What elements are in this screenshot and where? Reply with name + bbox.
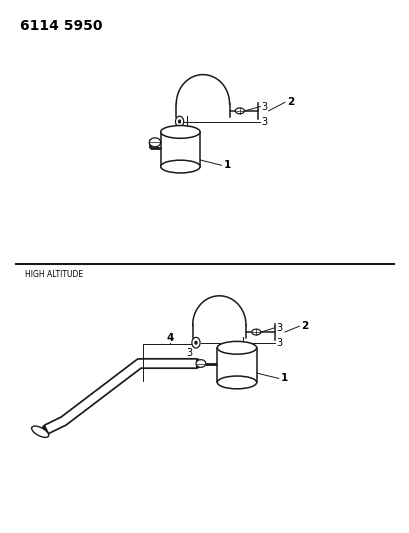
- Ellipse shape: [196, 360, 205, 367]
- Text: 3: 3: [275, 338, 281, 348]
- Text: 3: 3: [261, 102, 267, 111]
- Text: 1: 1: [223, 160, 230, 170]
- Text: 3: 3: [275, 323, 281, 333]
- Text: 4: 4: [166, 334, 173, 343]
- Text: 3: 3: [261, 117, 267, 126]
- Ellipse shape: [217, 376, 256, 389]
- Ellipse shape: [235, 108, 244, 114]
- Text: 6114 5950: 6114 5950: [20, 19, 103, 33]
- Text: 1: 1: [280, 374, 288, 383]
- Circle shape: [195, 342, 196, 344]
- Ellipse shape: [217, 341, 256, 354]
- Ellipse shape: [149, 138, 160, 147]
- Text: 2: 2: [301, 321, 308, 331]
- FancyBboxPatch shape: [160, 132, 200, 166]
- Text: HIGH ALTITUDE: HIGH ALTITUDE: [25, 270, 83, 279]
- Circle shape: [175, 116, 183, 127]
- Text: 3: 3: [186, 348, 192, 358]
- Ellipse shape: [160, 126, 200, 139]
- Ellipse shape: [31, 426, 49, 438]
- FancyBboxPatch shape: [217, 348, 256, 383]
- Ellipse shape: [160, 160, 200, 173]
- Ellipse shape: [251, 329, 260, 335]
- Circle shape: [178, 120, 180, 123]
- Text: 2: 2: [286, 98, 294, 107]
- Circle shape: [191, 337, 200, 348]
